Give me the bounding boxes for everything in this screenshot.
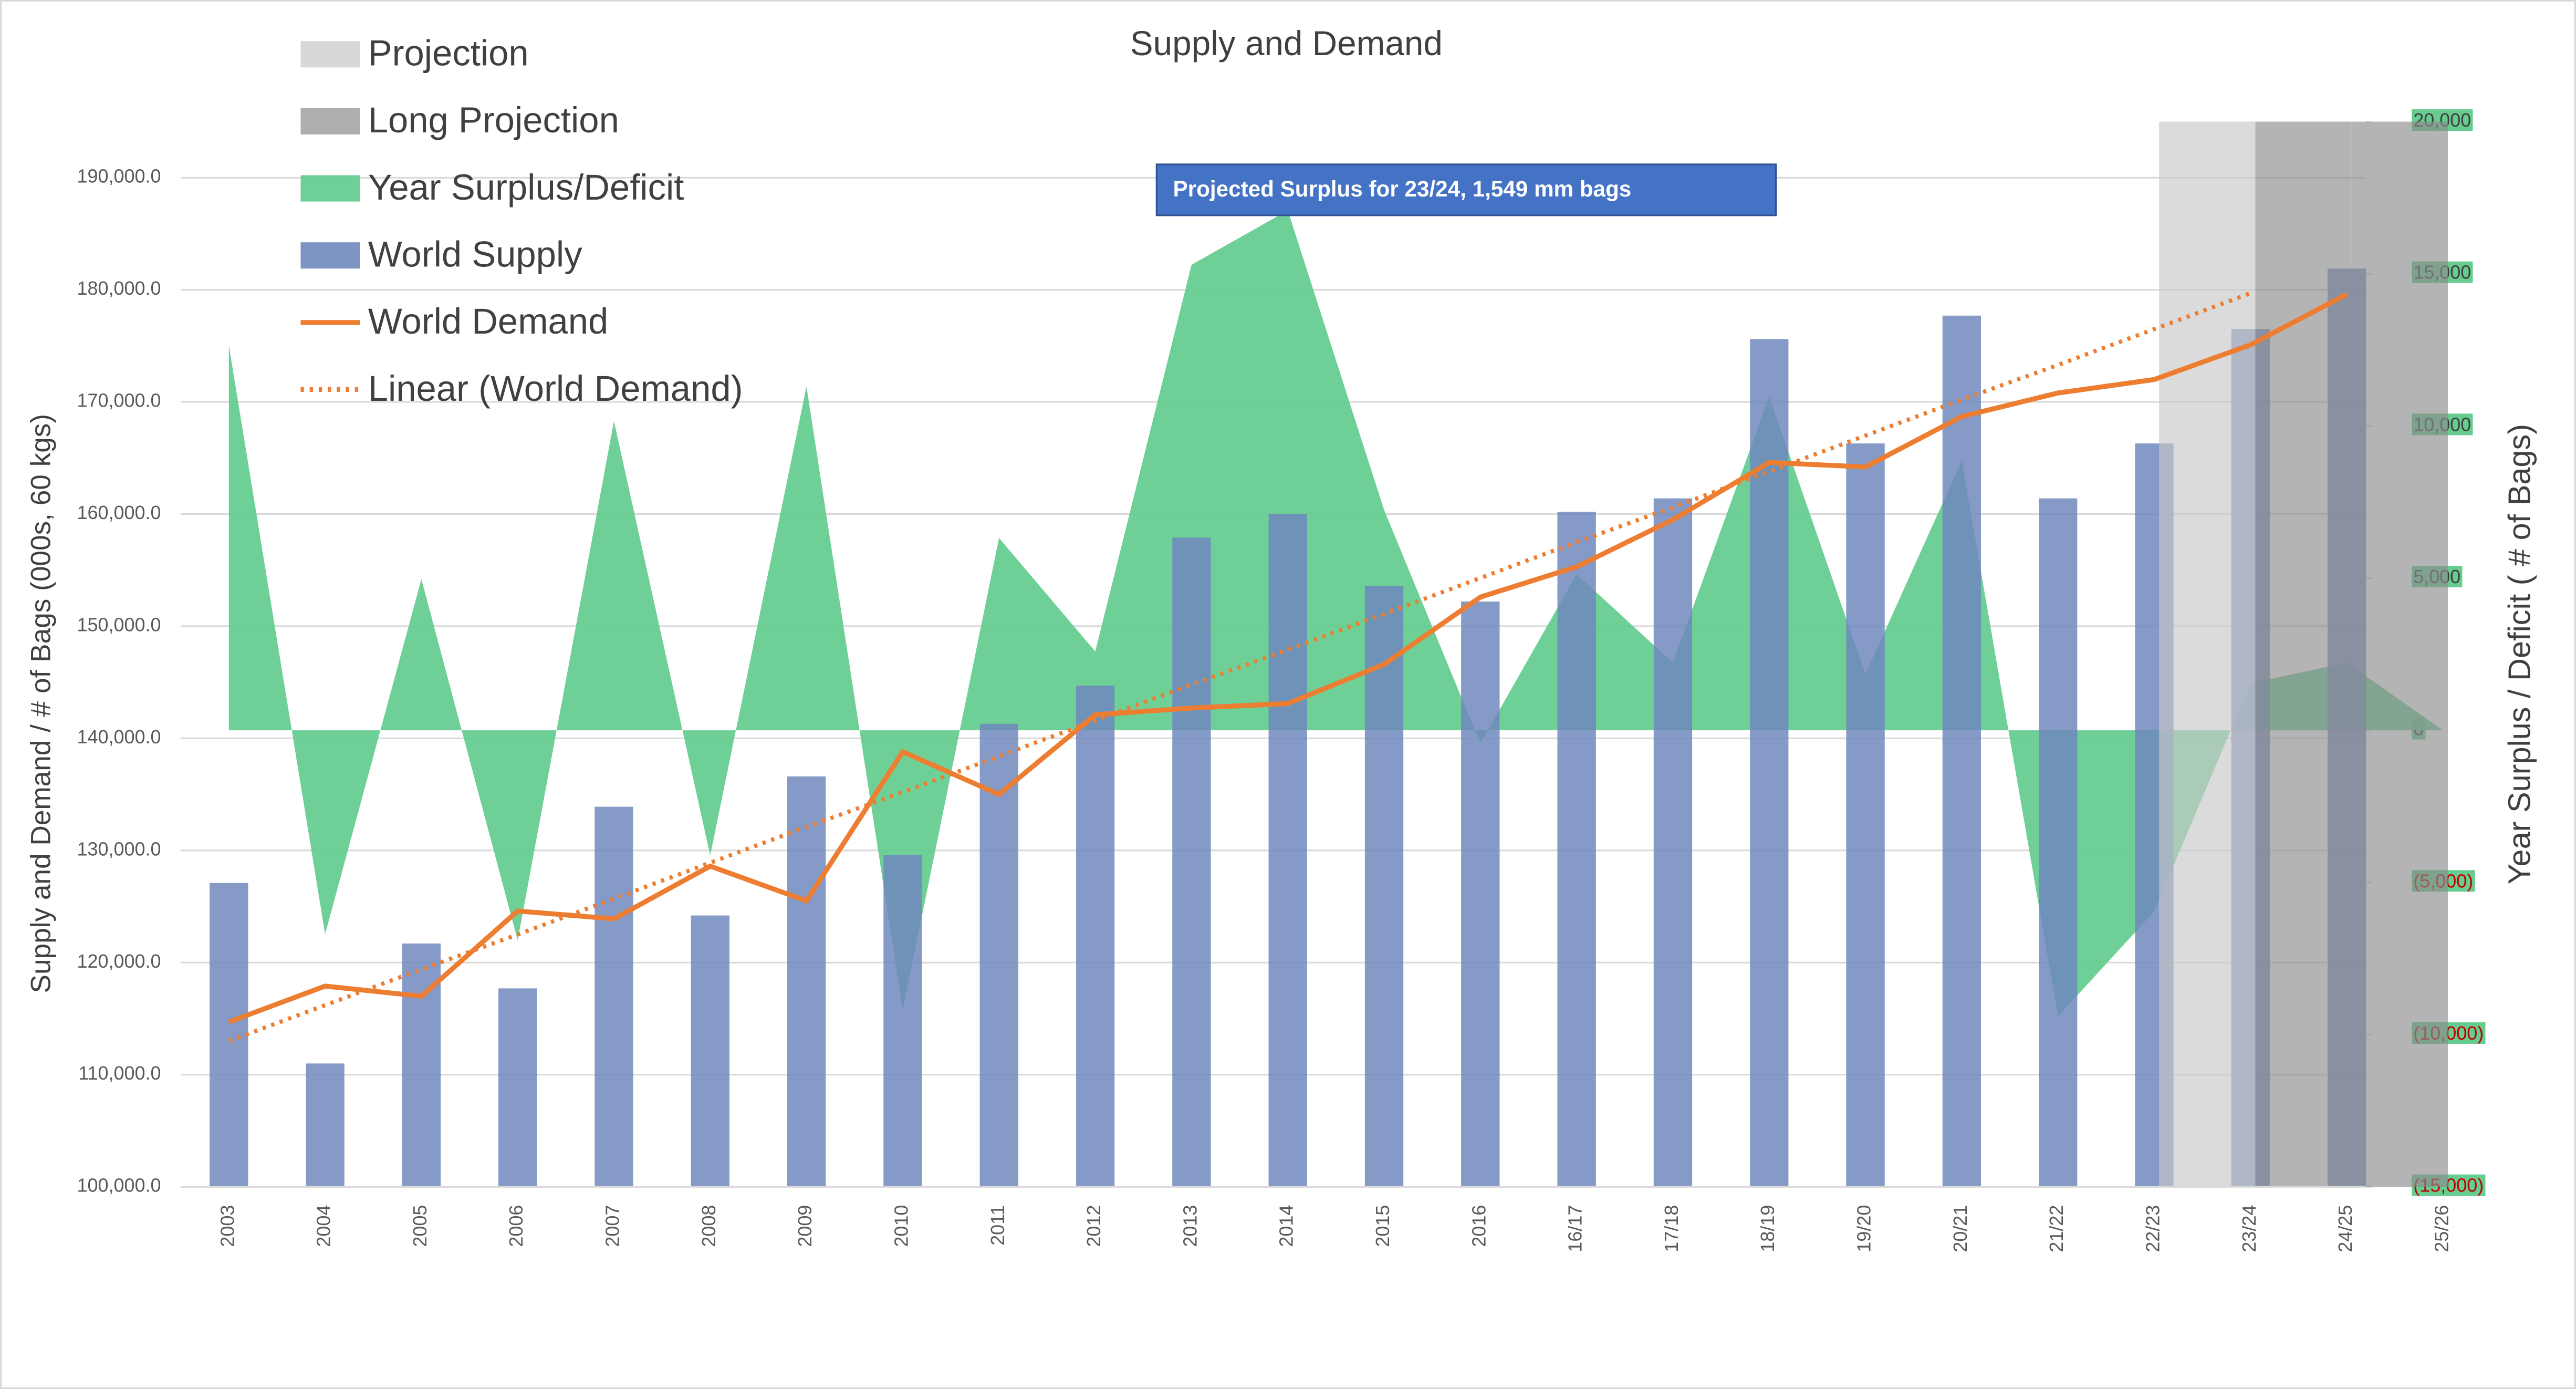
y2-axis-label: Year Surplus / Deficit ( # of Bags) [2501,424,2537,885]
bar [1172,537,1211,1187]
x-tick-label: 17/18 [1661,1205,1682,1252]
bar [595,806,633,1187]
legend-swatch [300,108,360,134]
x-tick-label: 2008 [698,1205,719,1247]
x-tick-label: 16/17 [1565,1205,1586,1252]
legend-label: Long Projection [368,100,619,140]
x-tick-label: 2007 [602,1205,623,1247]
surplus-area [228,210,2443,1017]
x-tick-label: 2005 [409,1205,431,1247]
x-tick-label: 2006 [505,1205,527,1247]
bar [691,915,729,1187]
projection-band [2159,121,2256,1187]
legend-swatch [300,242,360,269]
x-tick-label: 23/24 [2238,1205,2260,1252]
x-tick-label: 2011 [987,1205,1008,1246]
x-tick-label: 2013 [1179,1205,1201,1247]
legend-swatch [300,41,360,68]
legend-label: Year Surplus/Deficit [368,167,684,208]
bar [1557,512,1596,1187]
demand-line [228,292,2348,1024]
legend-label: World Supply [368,234,583,275]
trend-line [228,291,2251,1043]
bar [210,883,248,1187]
annotation-text: Projected Surplus for 23/24, 1,549 mm ba… [1173,177,1632,201]
bar [1364,586,1404,1187]
projection-band [2351,121,2448,1187]
y-tick-label: 190,000.0 [77,165,161,187]
x-tick-label: 2004 [313,1205,335,1247]
x-tick-label: 19/20 [1853,1205,1875,1252]
x-tick-label: 21/22 [2046,1205,2067,1252]
y-tick-label: 160,000.0 [77,502,161,523]
x-tick-label: 2014 [1276,1205,1297,1247]
x-tick-label: 2003 [216,1205,238,1247]
legend-label: Linear (World Demand) [368,368,743,409]
bar [1942,315,1981,1187]
bar [883,855,922,1187]
y-tick-label: 180,000.0 [77,277,161,299]
bar [2039,498,2078,1187]
bar [1268,514,1307,1187]
x-tick-label: 25/26 [2431,1205,2452,1252]
bar [787,776,826,1187]
y-tick-label: 150,000.0 [77,614,161,635]
bar [1653,498,1693,1187]
y-tick-label: 100,000.0 [77,1175,161,1196]
bar [1461,602,1500,1187]
y-tick-label: 130,000.0 [77,838,161,859]
legend-swatch [300,175,360,202]
projection-band [2255,121,2352,1187]
x-tick-label: 2012 [1083,1205,1104,1247]
x-tick-label: 2009 [794,1205,816,1247]
x-tick-label: 24/25 [2334,1205,2356,1252]
x-tick-label: 2010 [890,1205,912,1247]
x-tick-label: 22/23 [2142,1205,2163,1252]
legend-label: World Demand [368,301,609,341]
x-tick-label: 2015 [1372,1205,1393,1247]
bar [498,988,537,1187]
y-tick-label: 140,000.0 [77,726,161,748]
bar [1750,339,1789,1187]
bar [979,723,1018,1187]
bar [402,943,441,1187]
y-tick-label: 170,000.0 [77,390,161,411]
y-axis-label: Supply and Demand / # of Bags (000s, 60 … [25,414,56,993]
y-tick-label: 110,000.0 [78,1062,161,1084]
chart-title: Supply and Demand [1130,24,1443,63]
legend-label: Projection [368,33,529,74]
x-tick-label: 2016 [1468,1205,1489,1247]
x-tick-label: 20/21 [1949,1205,1971,1252]
y-tick-label: 120,000.0 [77,950,161,972]
bar [306,1063,345,1187]
bar [1846,443,1885,1187]
x-tick-label: 18/19 [1757,1205,1778,1252]
annotation-box [1155,163,1777,216]
bar [1076,686,1115,1187]
